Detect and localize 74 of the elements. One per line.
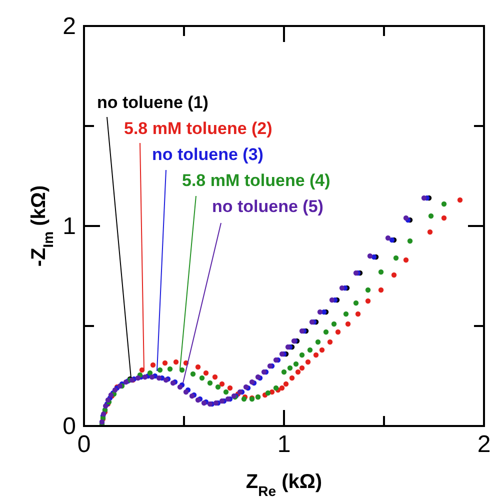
point (219, 381, 225, 387)
point (385, 235, 391, 241)
point (441, 201, 447, 207)
point (157, 367, 163, 373)
point (403, 257, 409, 263)
point (323, 329, 329, 335)
point (293, 361, 299, 367)
point (407, 238, 413, 244)
x-axis-title: Z$_{Re}$ (kΩ) (246, 471, 322, 499)
point (167, 366, 173, 372)
point (345, 321, 351, 327)
point (355, 311, 361, 317)
point (315, 339, 321, 345)
point (329, 297, 335, 303)
point (378, 287, 384, 293)
point (391, 272, 397, 278)
point (335, 329, 341, 335)
text: no toluene (3) (152, 145, 264, 164)
point (215, 384, 221, 390)
point (319, 347, 325, 353)
x-tick-label: 1 (277, 431, 291, 458)
point (142, 374, 148, 380)
point (265, 390, 271, 396)
point (281, 369, 287, 375)
point (327, 339, 333, 345)
point (173, 359, 179, 365)
text: no toluene (1) (97, 93, 208, 112)
point (295, 369, 301, 375)
point (421, 195, 427, 201)
point (365, 298, 371, 304)
point (150, 362, 156, 368)
point (212, 374, 218, 380)
point (299, 352, 305, 358)
point (287, 365, 293, 371)
point (313, 352, 319, 358)
x-tick-label: 2 (477, 431, 491, 458)
point (195, 364, 201, 370)
point (179, 367, 185, 373)
point (289, 375, 295, 381)
point (147, 370, 153, 376)
point (441, 215, 447, 221)
point (365, 287, 371, 293)
text: 5.8 mM toluene (4) (182, 171, 330, 190)
point (307, 347, 313, 353)
point (378, 269, 384, 275)
point (279, 385, 285, 391)
text: no toluene (5) (212, 197, 324, 216)
point (331, 321, 337, 327)
text: 5.8 mM toluene (2) (124, 119, 272, 138)
point (156, 375, 162, 381)
point (223, 389, 229, 395)
point (299, 365, 305, 371)
point (199, 375, 205, 381)
point (317, 309, 323, 315)
point (393, 255, 399, 261)
point (135, 375, 141, 381)
point (457, 197, 463, 203)
point (203, 370, 209, 376)
point (207, 380, 213, 386)
y-tick-label: 2 (62, 13, 76, 40)
point (339, 285, 345, 291)
point (227, 385, 233, 391)
point (343, 311, 349, 317)
point (305, 359, 311, 365)
point (190, 371, 196, 377)
point (283, 381, 289, 387)
point (149, 374, 155, 380)
y-tick-label: 0 (62, 413, 76, 440)
y-tick-label: 1 (62, 213, 76, 240)
point (428, 213, 434, 219)
point (367, 253, 373, 259)
point (162, 360, 168, 366)
point (353, 300, 359, 306)
point (427, 229, 433, 235)
